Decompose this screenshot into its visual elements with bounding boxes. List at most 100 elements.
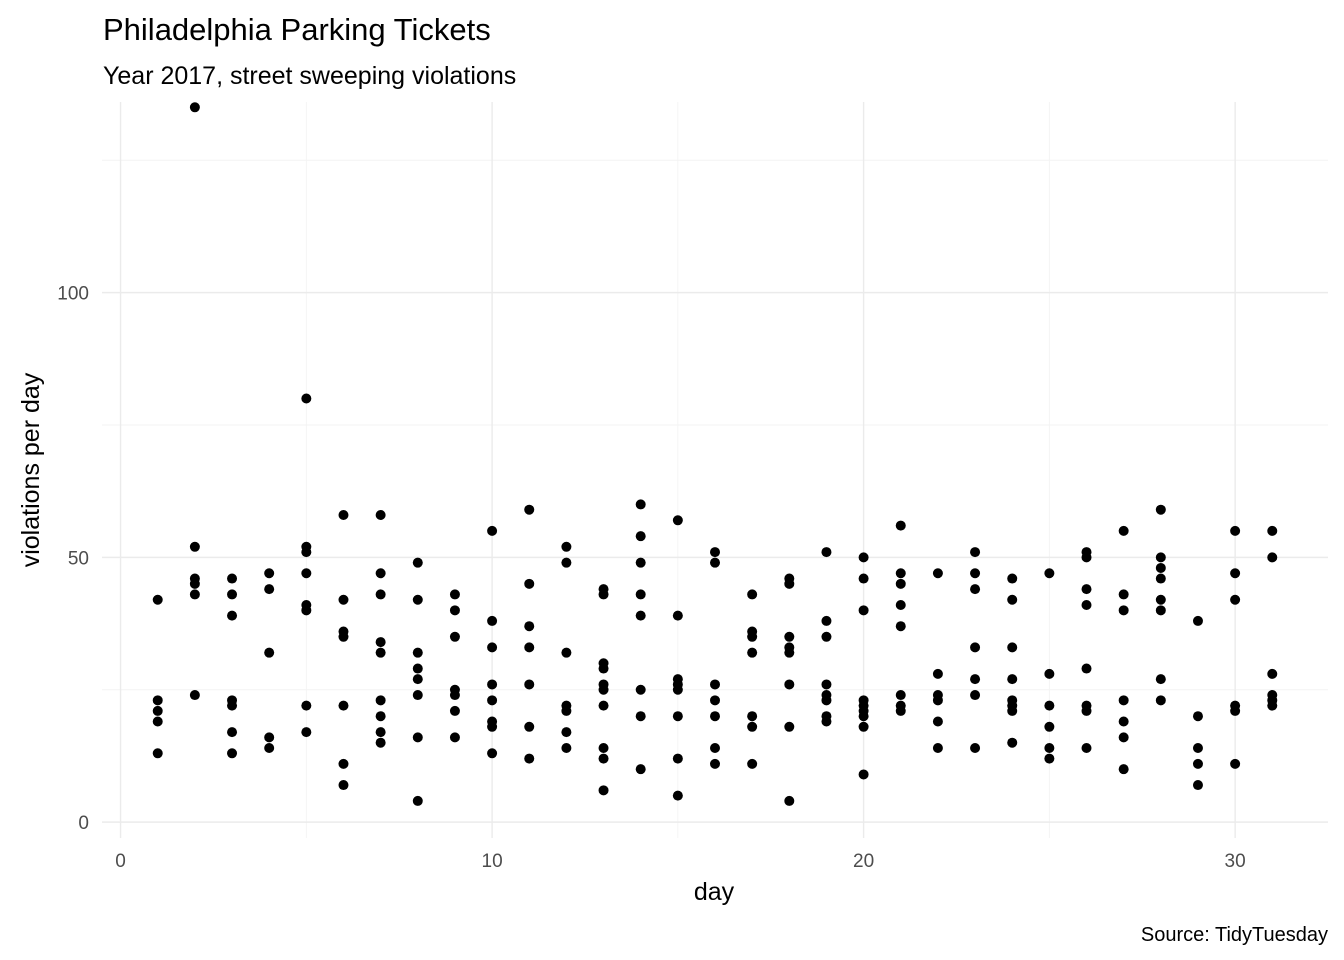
data-point — [524, 753, 535, 764]
data-point — [1155, 674, 1166, 685]
data-point — [264, 742, 275, 753]
data-point — [970, 742, 981, 753]
chart-caption: Source: TidyTuesday — [1141, 924, 1328, 946]
data-point — [449, 605, 460, 616]
data-point — [264, 647, 275, 658]
data-point — [561, 557, 572, 568]
data-point — [1118, 695, 1129, 706]
data-point — [301, 547, 312, 558]
data-point — [1118, 605, 1129, 616]
data-point — [672, 610, 683, 621]
y-axis-title: violations per day — [17, 372, 45, 567]
data-point — [1230, 594, 1241, 605]
data-point — [1044, 668, 1055, 679]
data-point — [1081, 742, 1092, 753]
data-point — [635, 684, 646, 695]
data-point — [710, 557, 720, 568]
data-point — [1118, 732, 1129, 743]
data-point — [1230, 568, 1241, 579]
y-axis-ticks: 0 50 100 — [57, 284, 89, 834]
data-point — [784, 631, 795, 642]
data-point — [375, 711, 386, 722]
data-point — [152, 695, 163, 706]
data-point — [1044, 753, 1055, 764]
data-point — [152, 748, 163, 759]
data-point — [1192, 711, 1203, 722]
data-point — [487, 679, 498, 690]
data-point — [375, 589, 386, 600]
data-point — [487, 615, 498, 626]
data-point — [710, 679, 720, 690]
data-point — [747, 721, 758, 732]
data-point — [338, 758, 349, 769]
data-point — [858, 769, 869, 780]
data-point — [1155, 605, 1166, 616]
data-point — [301, 727, 312, 738]
data-point — [1155, 562, 1166, 573]
data-point — [1155, 552, 1166, 563]
data-point — [1267, 700, 1278, 711]
data-point — [338, 594, 349, 605]
data-point — [1007, 573, 1018, 584]
data-point — [710, 758, 720, 769]
data-point — [1118, 525, 1129, 536]
x-tick-label: 30 — [1225, 851, 1246, 872]
data-point — [189, 690, 200, 701]
data-point — [375, 737, 386, 748]
data-point — [895, 520, 906, 531]
data-point — [710, 711, 720, 722]
data-point — [1044, 700, 1055, 711]
data-point — [747, 647, 758, 658]
data-point — [635, 711, 646, 722]
data-point — [747, 758, 758, 769]
data-point — [1192, 758, 1203, 769]
data-point — [189, 589, 200, 600]
data-point — [561, 742, 572, 753]
chart-subtitle: Year 2017, street sweeping violations — [103, 62, 516, 90]
data-point — [598, 663, 609, 674]
data-point — [895, 568, 906, 579]
data-point — [449, 732, 460, 743]
data-point — [598, 742, 609, 753]
data-point — [1007, 594, 1018, 605]
x-axis-title: day — [694, 878, 735, 906]
data-point — [449, 705, 460, 716]
data-point — [858, 605, 869, 616]
data-point — [524, 504, 535, 515]
data-point — [635, 589, 646, 600]
data-point — [821, 695, 832, 706]
data-point — [487, 642, 498, 653]
data-point — [1230, 758, 1241, 769]
data-point — [301, 393, 312, 404]
data-point — [487, 695, 498, 706]
data-point — [1118, 764, 1129, 775]
data-point — [1118, 589, 1129, 600]
data-point — [858, 711, 869, 722]
data-point — [227, 573, 238, 584]
data-point — [598, 785, 609, 796]
data-point — [858, 721, 869, 732]
data-point — [524, 621, 535, 632]
data-point — [1192, 780, 1203, 791]
data-point — [598, 589, 609, 600]
data-point — [598, 753, 609, 764]
x-axis-ticks: 0 10 20 30 — [115, 851, 1245, 872]
data-point — [970, 690, 981, 701]
data-point — [970, 674, 981, 685]
data-point — [784, 578, 795, 589]
data-point — [152, 716, 163, 727]
data-point — [1044, 721, 1055, 732]
data-point — [710, 695, 720, 706]
data-point — [821, 679, 832, 690]
x-tick-label: 0 — [115, 851, 126, 872]
data-point — [264, 732, 275, 743]
data-point — [449, 690, 460, 701]
data-point — [858, 573, 869, 584]
data-point — [412, 674, 423, 685]
data-point — [301, 605, 312, 616]
data-point — [932, 716, 943, 727]
data-point — [932, 668, 943, 679]
data-point — [784, 721, 795, 732]
data-point — [1267, 668, 1278, 679]
